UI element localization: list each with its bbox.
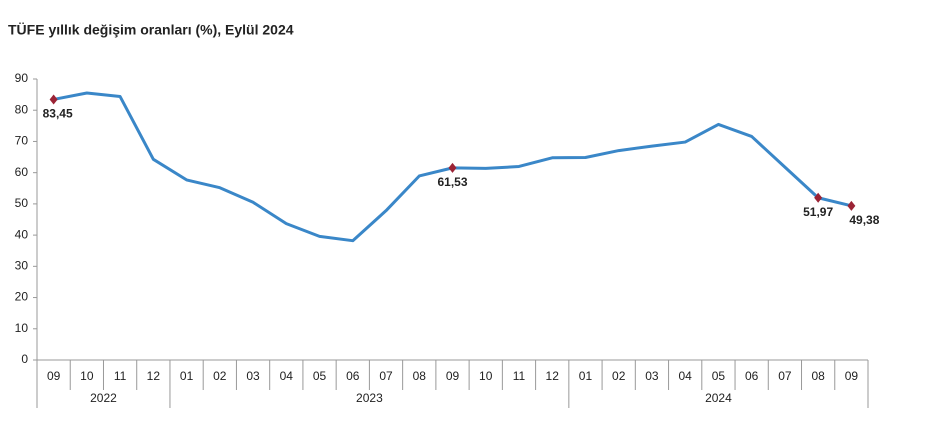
x-tick-label: 03	[645, 369, 659, 383]
x-tick-label: 07	[778, 369, 792, 383]
y-tick-label: 30	[15, 259, 29, 273]
y-tick-label: 10	[15, 321, 29, 335]
y-tick-label: 20	[15, 290, 29, 304]
data-label: 49,38	[849, 213, 879, 227]
x-tick-label: 08	[811, 369, 825, 383]
y-tick-label: 40	[15, 227, 29, 241]
x-tick-label: 01	[579, 369, 593, 383]
y-tick-label: 50	[15, 196, 29, 210]
x-tick-label: 12	[546, 369, 560, 383]
marker	[847, 200, 856, 211]
x-tick-label: 10	[80, 369, 94, 383]
x-tick-label: 09	[446, 369, 460, 383]
x-tick-label: 12	[147, 369, 161, 383]
marker	[49, 94, 58, 105]
x-tick-label: 09	[47, 369, 61, 383]
x-tick-label: 11	[513, 369, 526, 383]
year-label: 2023	[356, 391, 383, 405]
chart-title: TÜFE yıllık değişim oranları (%), Eylül …	[8, 22, 294, 38]
year-label: 2024	[705, 391, 732, 405]
marker	[448, 162, 457, 173]
x-tick-label: 09	[845, 369, 859, 383]
y-tick-label: 90	[15, 71, 29, 85]
x-tick-label: 10	[479, 369, 493, 383]
data-label: 83,45	[43, 107, 73, 121]
y-tick-label: 60	[15, 165, 29, 179]
x-tick-label: 06	[346, 369, 360, 383]
y-tick-label: 80	[15, 102, 29, 116]
x-tick-label: 07	[379, 369, 393, 383]
x-tick-label: 05	[712, 369, 726, 383]
x-tick-label: 04	[280, 369, 294, 383]
x-tick-label: 05	[313, 369, 327, 383]
x-tick-label: 08	[413, 369, 427, 383]
y-tick-label: 0	[21, 352, 28, 366]
year-label: 2022	[90, 391, 117, 405]
y-tick-label: 70	[15, 134, 29, 148]
x-tick-label: 04	[679, 369, 693, 383]
data-label: 61,53	[437, 175, 467, 189]
x-tick-label: 01	[180, 369, 194, 383]
marker	[814, 192, 823, 203]
x-tick-label: 02	[612, 369, 626, 383]
x-tick-label: 02	[213, 369, 227, 383]
x-tick-label: 03	[246, 369, 260, 383]
data-label: 51,97	[803, 205, 833, 219]
x-tick-label: 11	[114, 369, 127, 383]
x-tick-label: 06	[745, 369, 759, 383]
